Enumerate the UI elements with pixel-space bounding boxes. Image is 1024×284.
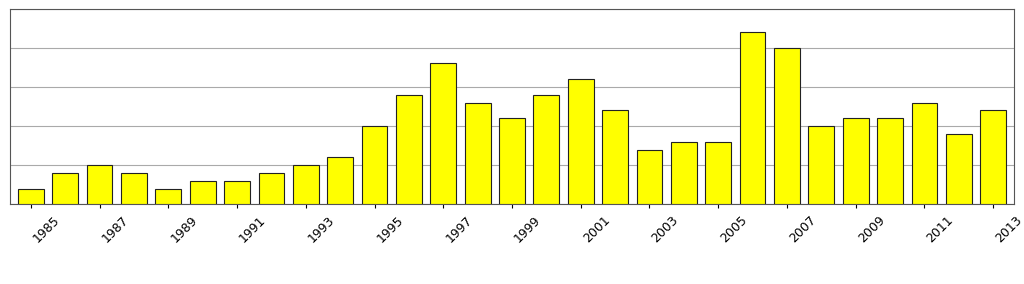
Bar xyxy=(739,32,766,204)
Bar xyxy=(671,142,696,204)
Bar xyxy=(808,126,835,204)
Bar xyxy=(946,134,972,204)
Bar xyxy=(774,48,800,204)
Bar xyxy=(980,110,1006,204)
Bar xyxy=(534,95,559,204)
Bar xyxy=(52,173,78,204)
Bar xyxy=(156,189,181,204)
Bar xyxy=(87,165,113,204)
Bar xyxy=(258,173,285,204)
Bar xyxy=(568,79,594,204)
Bar xyxy=(602,110,628,204)
Bar xyxy=(293,165,318,204)
Bar xyxy=(328,157,353,204)
Bar xyxy=(911,103,937,204)
Bar xyxy=(843,118,868,204)
Bar xyxy=(465,103,490,204)
Bar xyxy=(637,150,663,204)
Bar xyxy=(706,142,731,204)
Bar xyxy=(121,173,146,204)
Bar xyxy=(224,181,250,204)
Bar xyxy=(878,118,903,204)
Bar xyxy=(361,126,387,204)
Bar xyxy=(18,189,44,204)
Bar xyxy=(430,63,456,204)
Bar xyxy=(396,95,422,204)
Bar xyxy=(189,181,216,204)
Bar xyxy=(499,118,525,204)
